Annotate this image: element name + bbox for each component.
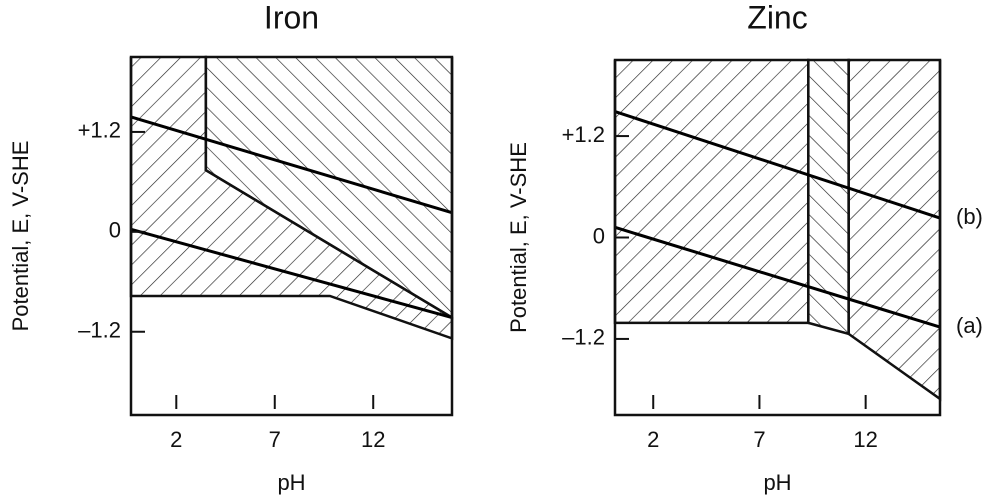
y-tick-label: 0 bbox=[109, 218, 121, 243]
y-tick-label: +1.2 bbox=[78, 118, 121, 143]
hatched-region bbox=[847, 58, 942, 402]
x-tick-label: 7 bbox=[753, 427, 765, 452]
line-label: (b) bbox=[956, 204, 983, 229]
axis-frame bbox=[129, 57, 454, 417]
x-tick-label: 2 bbox=[170, 427, 182, 452]
y-tick-label: –1.2 bbox=[78, 318, 121, 343]
x-axis-label: pH bbox=[763, 470, 791, 495]
y-axis-label: Potential, E, V-SHE bbox=[506, 142, 531, 333]
x-tick-label: 12 bbox=[853, 427, 877, 452]
x-tick-label: 12 bbox=[361, 427, 385, 452]
x-tick-label: 2 bbox=[647, 427, 659, 452]
y-axis-label: Potential, E, V-SHE bbox=[8, 141, 33, 332]
line bbox=[130, 227, 453, 320]
x-axis-label: pH bbox=[277, 470, 305, 495]
x-tick-label: 7 bbox=[269, 427, 281, 452]
hatched-region bbox=[613, 58, 810, 325]
y-tick-label: 0 bbox=[593, 223, 605, 248]
y-tick-label: +1.2 bbox=[562, 122, 605, 147]
y-tick-label: –1.2 bbox=[562, 325, 605, 350]
line bbox=[614, 225, 941, 329]
chart-title: Zinc bbox=[747, 0, 807, 35]
chart-title: Iron bbox=[264, 0, 319, 35]
line-label: (a) bbox=[956, 313, 983, 338]
line bbox=[614, 110, 941, 220]
line bbox=[130, 115, 453, 215]
